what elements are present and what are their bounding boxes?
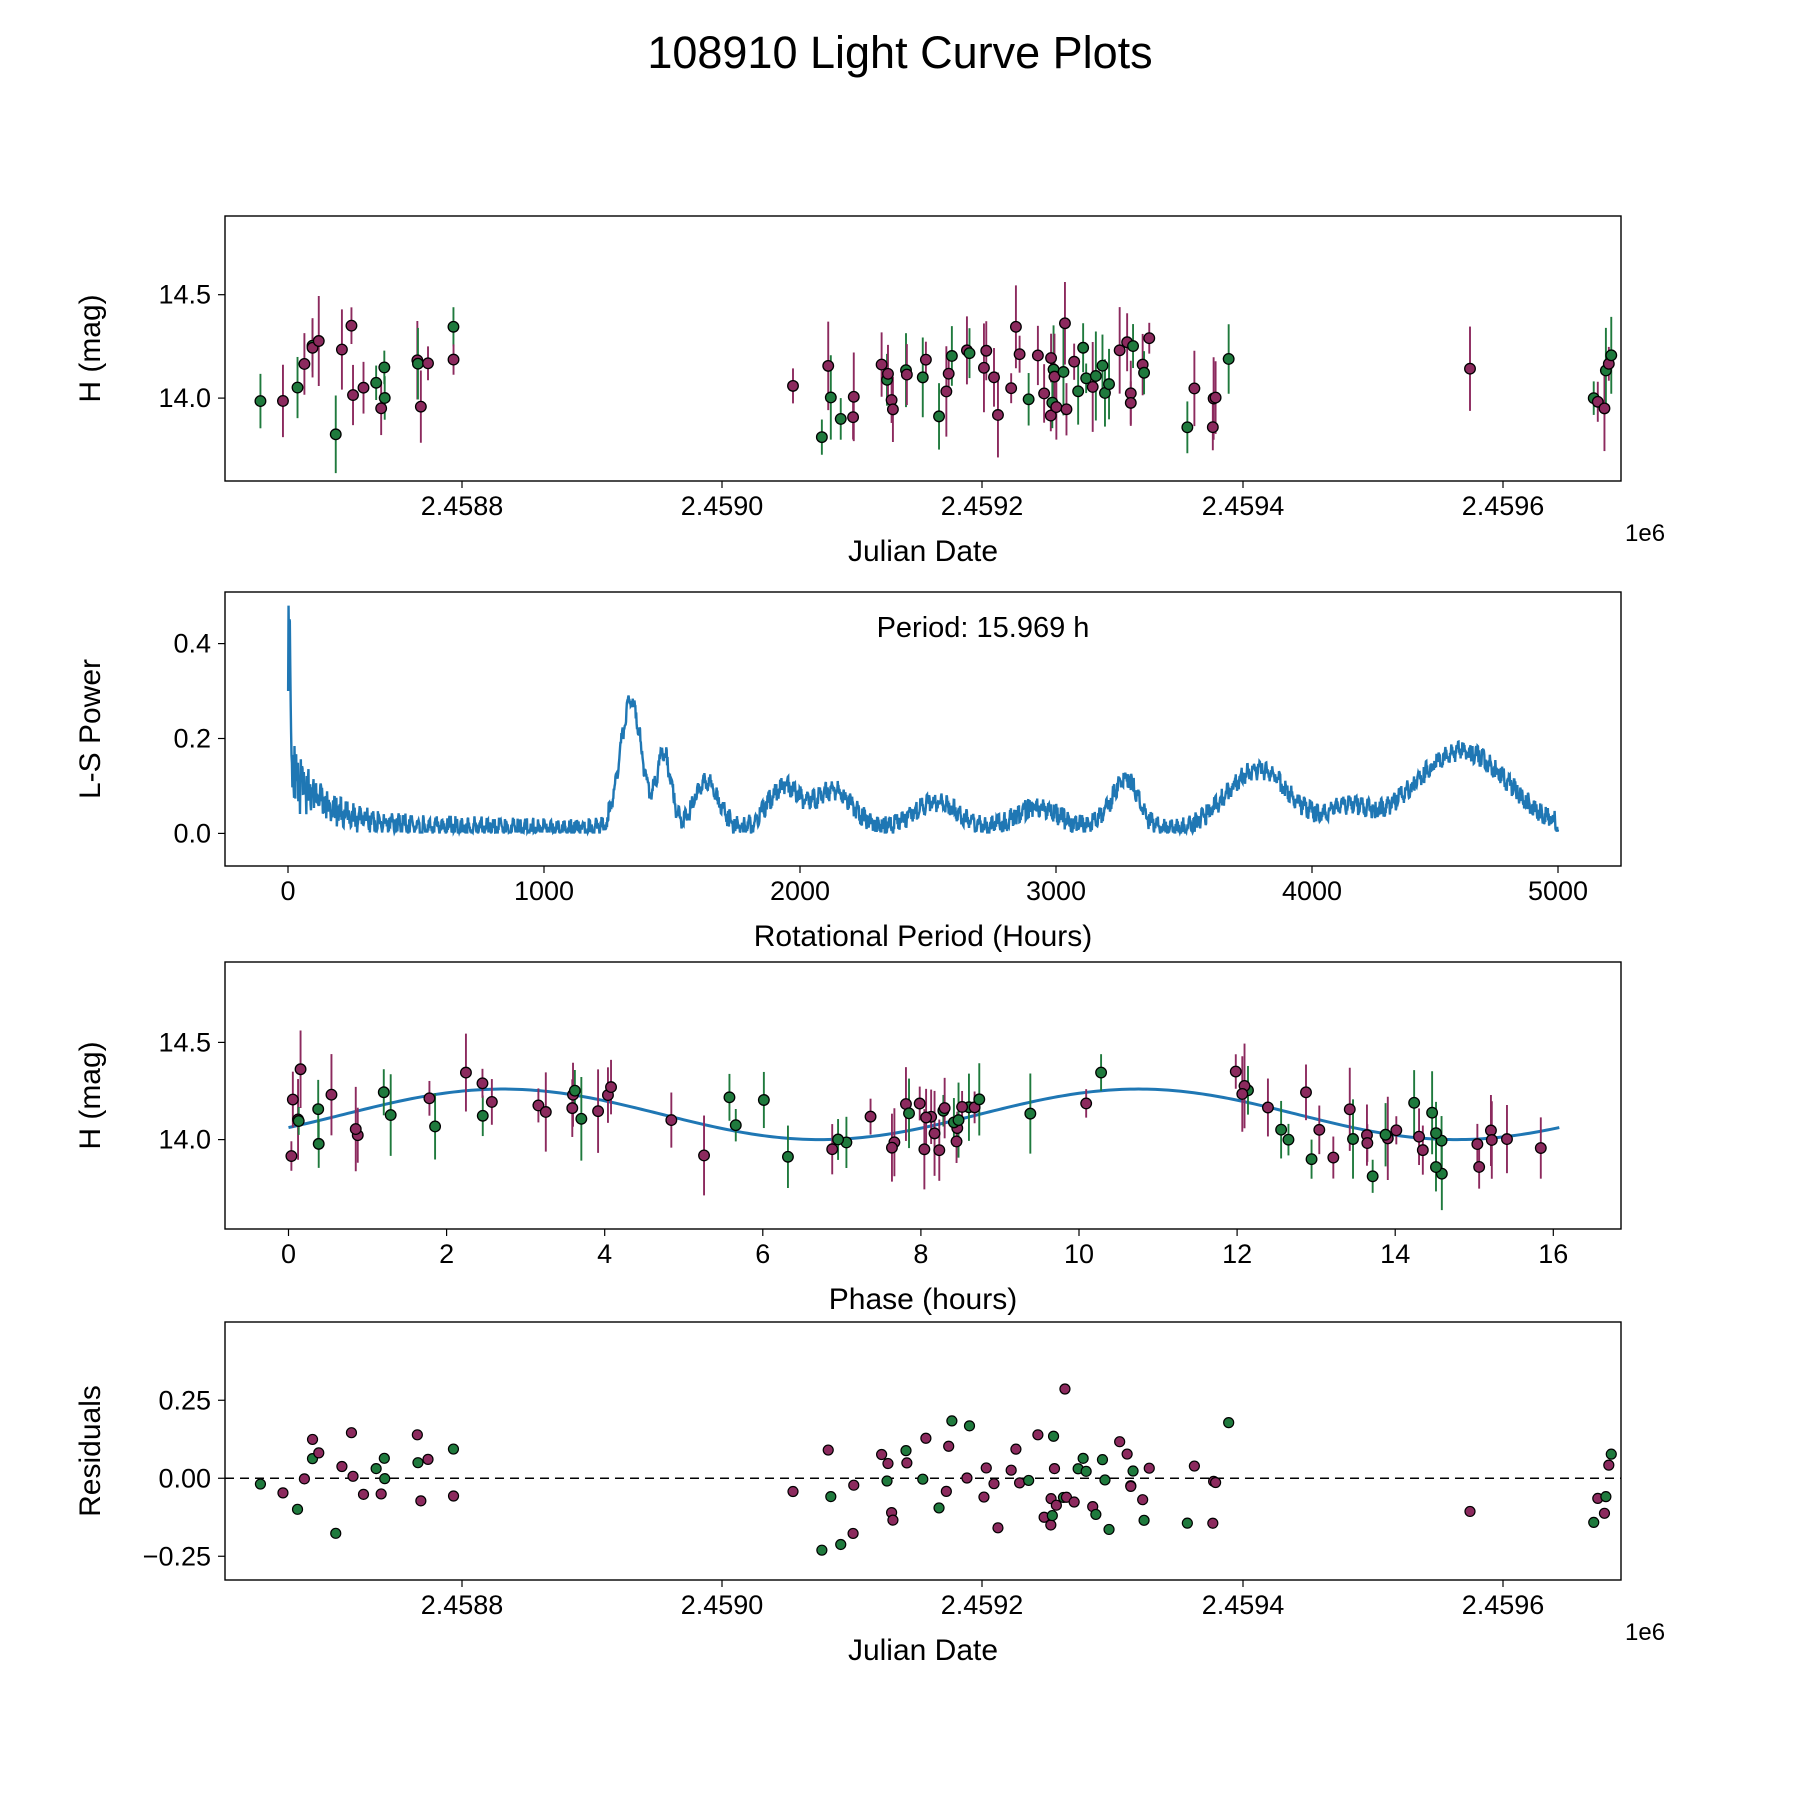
svg-text:L-S Power: L-S Power bbox=[74, 659, 107, 799]
svg-text:2.4592: 2.4592 bbox=[941, 491, 1024, 521]
svg-text:0.25: 0.25 bbox=[158, 1385, 211, 1415]
svg-text:8: 8 bbox=[913, 1239, 928, 1269]
svg-text:2.4592: 2.4592 bbox=[941, 1590, 1024, 1620]
svg-text:Residuals: Residuals bbox=[74, 1385, 107, 1517]
svg-text:10: 10 bbox=[1064, 1239, 1094, 1269]
svg-text:2.4596: 2.4596 bbox=[1462, 491, 1545, 521]
svg-text:Rotational Period (Hours): Rotational Period (Hours) bbox=[754, 920, 1092, 953]
svg-text:H (mag): H (mag) bbox=[74, 1041, 107, 1149]
svg-text:1e6: 1e6 bbox=[1625, 1619, 1665, 1646]
svg-text:2: 2 bbox=[439, 1239, 454, 1269]
svg-text:14.0: 14.0 bbox=[158, 1125, 211, 1155]
svg-text:16: 16 bbox=[1538, 1239, 1568, 1269]
svg-text:5000: 5000 bbox=[1528, 876, 1588, 906]
svg-text:2.4594: 2.4594 bbox=[1202, 1590, 1285, 1620]
svg-text:Phase (hours): Phase (hours) bbox=[829, 1283, 1017, 1316]
svg-text:0.00: 0.00 bbox=[158, 1463, 211, 1493]
svg-text:3000: 3000 bbox=[1026, 876, 1086, 906]
svg-text:Julian Date: Julian Date bbox=[848, 1634, 998, 1667]
svg-text:2.4590: 2.4590 bbox=[681, 1590, 764, 1620]
svg-text:1e6: 1e6 bbox=[1625, 520, 1665, 547]
svg-text:2.4588: 2.4588 bbox=[421, 1590, 504, 1620]
svg-text:0: 0 bbox=[280, 876, 295, 906]
svg-text:6: 6 bbox=[755, 1239, 770, 1269]
svg-text:2.4594: 2.4594 bbox=[1202, 491, 1285, 521]
svg-text:2.4590: 2.4590 bbox=[681, 491, 764, 521]
svg-text:108910 Light Curve Plots: 108910 Light Curve Plots bbox=[647, 27, 1152, 78]
svg-text:14: 14 bbox=[1380, 1239, 1410, 1269]
svg-text:14.0: 14.0 bbox=[158, 383, 211, 413]
svg-text:14.5: 14.5 bbox=[158, 1027, 211, 1057]
svg-text:H (mag): H (mag) bbox=[74, 294, 107, 402]
svg-text:−0.25: −0.25 bbox=[143, 1541, 211, 1571]
svg-text:0.2: 0.2 bbox=[173, 724, 211, 754]
svg-text:0.0: 0.0 bbox=[173, 818, 211, 848]
svg-text:2.4596: 2.4596 bbox=[1462, 1590, 1545, 1620]
svg-text:0.4: 0.4 bbox=[173, 629, 211, 659]
svg-text:Julian Date: Julian Date bbox=[848, 535, 998, 568]
svg-text:1000: 1000 bbox=[514, 876, 574, 906]
svg-text:14.5: 14.5 bbox=[158, 280, 211, 310]
svg-text:0: 0 bbox=[281, 1239, 296, 1269]
svg-text:4: 4 bbox=[597, 1239, 612, 1269]
svg-text:12: 12 bbox=[1222, 1239, 1252, 1269]
svg-text:Period: 15.969 h: Period: 15.969 h bbox=[877, 612, 1090, 644]
svg-text:4000: 4000 bbox=[1282, 876, 1342, 906]
svg-text:2000: 2000 bbox=[770, 876, 830, 906]
svg-text:2.4588: 2.4588 bbox=[421, 491, 504, 521]
